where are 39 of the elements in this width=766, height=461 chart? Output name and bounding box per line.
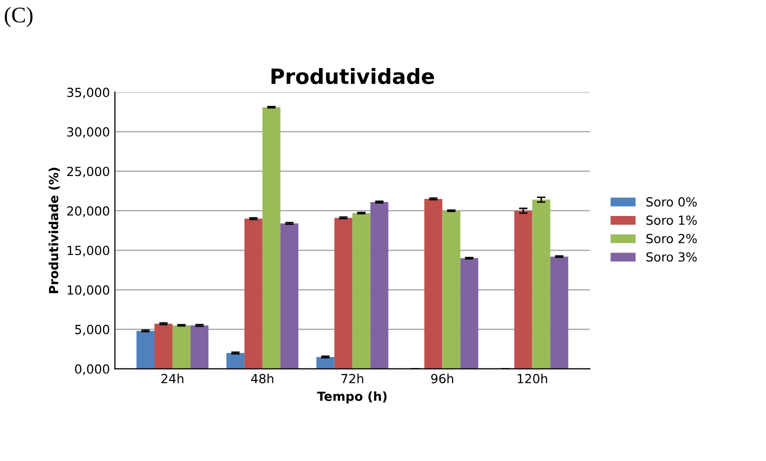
y-tick-label: 25,000 — [67, 166, 110, 178]
bar — [424, 198, 442, 369]
bar — [172, 325, 190, 369]
bar — [244, 218, 262, 369]
y-tick-label: 15,000 — [68, 246, 110, 256]
x-tick-label: 48h — [251, 374, 274, 384]
y-tick-label: 5,000 — [75, 324, 110, 336]
x-tick-label: 72h — [341, 374, 364, 384]
bar — [136, 330, 154, 369]
y-tick-label: 30,000 — [67, 127, 110, 138]
bar — [190, 325, 208, 369]
bar — [370, 202, 388, 369]
y-tick-label: 35,000 — [67, 88, 110, 98]
y-tick-label: 0,000 — [75, 364, 110, 375]
y-tick-label: 10,000 — [68, 285, 110, 296]
x-tick-label: 24h — [161, 374, 184, 384]
bar — [280, 223, 298, 369]
bar — [460, 258, 478, 369]
bar — [550, 256, 568, 369]
bar — [316, 356, 334, 369]
legend-label: Soro 2% — [646, 234, 697, 244]
bar — [334, 218, 352, 369]
bar — [442, 210, 460, 369]
legend-label: Soro 0% — [646, 197, 697, 207]
bar — [154, 324, 172, 369]
bar — [262, 107, 280, 369]
y-tick-label: 20,000 — [67, 206, 110, 217]
x-axis-title: Tempo (h) — [317, 391, 387, 404]
bar — [514, 210, 532, 369]
x-tick-label: 96h — [431, 374, 454, 384]
chart-title: Produtividade — [272, 68, 434, 84]
y-axis-title: Produtividade (%) — [48, 168, 60, 294]
legend-label: Soro 3% — [646, 252, 697, 262]
bar — [226, 352, 244, 369]
bar — [352, 213, 370, 369]
legend-label: Soro 1% — [646, 216, 697, 225]
x-tick-label: 120h — [518, 374, 548, 384]
bar — [532, 200, 550, 369]
text: (C) — [4, 6, 32, 28]
